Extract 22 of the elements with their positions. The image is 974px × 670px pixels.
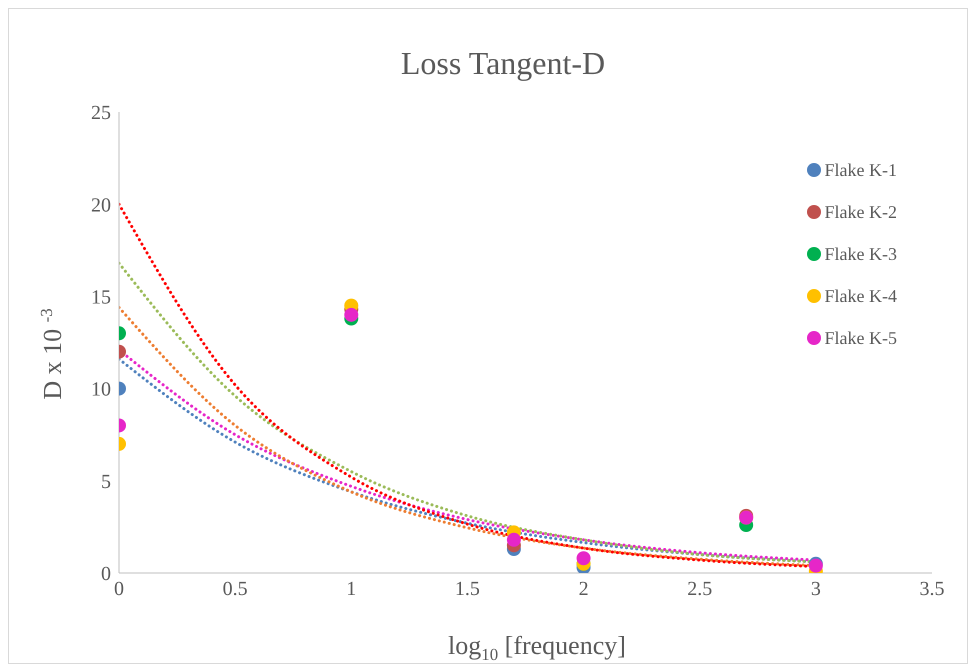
point [576,551,591,566]
y-tick-label: 10 [91,378,111,401]
point [506,532,521,547]
y-tick-label: 15 [91,286,111,308]
y-tick-label: 0 [101,563,111,586]
y-tick-label: 5 [101,470,111,493]
x-tick-label: 1.5 [454,578,480,600]
x-tick-label: 3 [810,578,821,600]
legend-label: Flake K-5 [824,327,897,350]
y-tick-label: 25 [91,102,111,124]
x-tick-label: 2 [578,578,589,600]
y-tick-label: 20 [91,194,111,216]
x-axis-title: log$_{10}$ [frequency] [448,631,626,664]
x-tick-label: 1 [346,578,356,600]
legend-label: Flake K-3 [824,243,897,266]
x-tick-label: 2.5 [687,578,712,600]
chart-title: Loss Tangent-D [400,45,606,81]
x-tick-label: 0.5 [222,578,248,600]
legend-label: Flake K-4 [824,285,897,308]
x-tick-label: 3.5 [920,578,944,600]
legend-label: Flake K-2 [824,201,897,224]
legend-label: Flake K-1 [824,159,897,182]
